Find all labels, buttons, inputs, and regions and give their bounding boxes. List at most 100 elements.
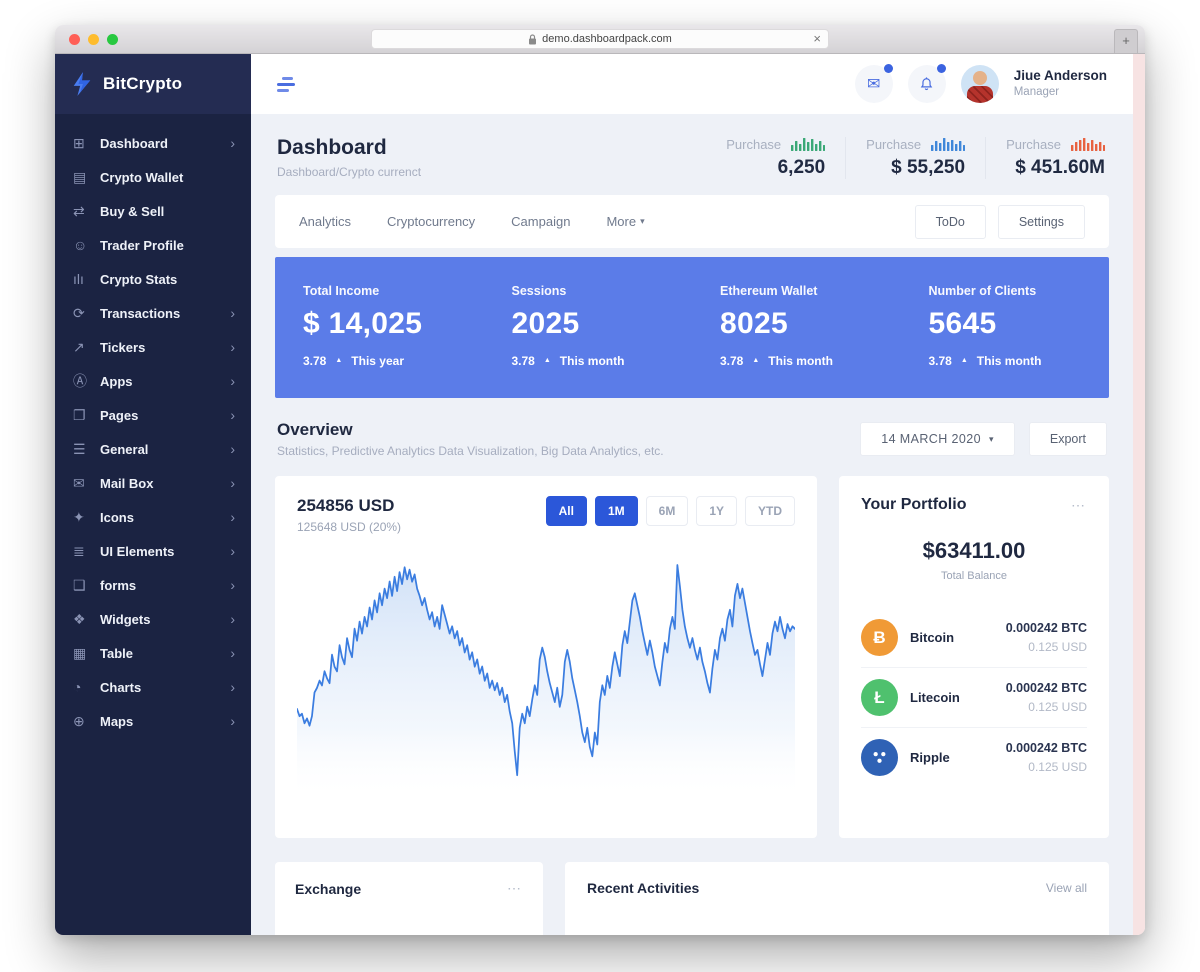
globe-icon: ⊕ — [73, 712, 85, 729]
brand-name: BitCrypto — [103, 74, 183, 93]
price-area-chart — [296, 552, 796, 805]
portfolio-card: Your Portfolio ⋯ $63411.00 Total Balance… — [839, 476, 1109, 838]
total-balance-value: $63411.00 — [922, 538, 1026, 563]
total-balance-label: Total Balance — [940, 570, 1008, 582]
chevron-right-icon: › — [230, 441, 235, 457]
cards-row: 254856 USD 125648 USD (20%) All 1M 6M 1Y… — [275, 476, 1109, 838]
user-meta[interactable]: Jiue Anderson Manager — [1014, 68, 1107, 99]
sidebar-item-mail-box[interactable]: ✉ Mail Box › — [73, 474, 235, 492]
apps-icon: Ⓐ — [73, 373, 87, 389]
url-text: demo.dashboardpack.com — [542, 33, 672, 45]
chevron-right-icon: › — [230, 679, 235, 695]
tabs-bar: Analytics Cryptocurrency Campaign More ▾… — [275, 195, 1109, 248]
new-tab-button[interactable]: + — [1114, 29, 1138, 53]
chevron-right-icon: › — [230, 509, 235, 525]
range-ytd-button[interactable]: YTD — [745, 496, 795, 526]
sidebar-item-crypto-stats[interactable]: ılı Crypto Stats — [73, 271, 178, 287]
chevron-down-icon: ▾ — [988, 433, 994, 444]
stats-icon: ılı — [73, 271, 84, 287]
tab-campaign[interactable]: Campaign — [511, 214, 571, 229]
browser-chrome: demo.dashboardpack.com × + — [55, 25, 1145, 54]
more-options-icon[interactable]: ⋯ — [1071, 496, 1087, 513]
sidebar-item-general[interactable]: ☰ General › — [73, 440, 235, 458]
mini-bar-chart-icon — [791, 138, 826, 151]
kpi-total-income: Total Income $ 14,025 3.78 ▲ This year — [303, 284, 423, 368]
export-button[interactable]: Export — [1028, 422, 1107, 456]
more-options-icon[interactable]: ⋯ — [507, 880, 523, 896]
sidebar-item-apps[interactable]: Ⓐ Apps › — [73, 373, 235, 389]
sidebar-nav: ⊞ Dashboard › ▤ Crypto Wallet ⇄ Buy & Se… — [55, 114, 251, 738]
app-viewport: BitCrypto ⊞ Dashboard › ▤ Crypto Wallet … — [55, 54, 1145, 935]
close-window-button[interactable] — [69, 33, 80, 45]
chevron-right-icon: › — [230, 339, 235, 355]
up-arrow-icon: ▲ — [960, 356, 968, 364]
close-icon[interactable]: × — [813, 31, 821, 46]
overview-subtitle: Statistics, Predictive Analytics Data Vi… — [277, 444, 664, 458]
coin-row-ripple[interactable]: Ripple 0.000242 BTC 0.125 USD — [861, 727, 1087, 787]
range-1m-button[interactable]: 1M — [594, 496, 638, 526]
settings-button[interactable]: Settings — [997, 204, 1085, 239]
kpi-banner: Total Income $ 14,025 3.78 ▲ This year S… — [275, 257, 1109, 398]
tab-cryptocurrency[interactable]: Cryptocurrency — [387, 214, 476, 229]
ripple-icon — [861, 739, 898, 776]
sidebar-item-pages[interactable]: ❐ Pages › — [73, 406, 235, 424]
portfolio-title: Your Portfolio — [861, 496, 967, 513]
chevron-right-icon: › — [230, 577, 235, 593]
sidebar-item-widgets[interactable]: ❖ Widgets › — [73, 610, 235, 628]
todo-button[interactable]: ToDo — [914, 204, 986, 239]
pages-icon: ❐ — [73, 406, 86, 423]
kpi-number-of-clients: Number of Clients 5645 3.78 ▲ This month — [928, 284, 1042, 368]
traffic-lights — [55, 33, 118, 45]
sidebar-item-buy-sell[interactable]: ⇄ Buy & Sell — [73, 202, 165, 219]
sidebar-item-trader-profile[interactable]: ☺ Trader Profile — [73, 237, 184, 253]
page-head: Dashboard Dashboard/Crypto currenct Purc… — [277, 136, 1107, 179]
sidebar-item-icons[interactable]: ✦ Icons › — [73, 508, 235, 526]
avatar[interactable] — [960, 65, 999, 103]
address-bar[interactable]: demo.dashboardpack.com × — [371, 29, 829, 49]
range-6m-button[interactable]: 6M — [645, 496, 689, 526]
person-icon: ☺ — [73, 237, 88, 253]
tab-analytics[interactable]: Analytics — [299, 214, 352, 229]
sidebar-item-dashboard[interactable]: ⊞ Dashboard › — [73, 134, 235, 152]
range-selector: All 1M 6M 1Y YTD — [545, 496, 795, 526]
up-arrow-icon: ▲ — [752, 356, 760, 364]
coin-row-bitcoin[interactable]: Ƀ Bitcoin 0.000242 BTC 0.125 USD — [861, 608, 1087, 667]
overview-title: Overview — [277, 420, 353, 439]
messages-button[interactable]: ✉ — [854, 64, 893, 103]
hamburger-menu-icon[interactable] — [277, 76, 295, 92]
sidebar-item-tickers[interactable]: ↗ Tickers › — [73, 338, 235, 356]
purchase-stat: Purchase $ 451.60M — [985, 136, 1107, 179]
chevron-right-icon: › — [230, 305, 235, 321]
exchange-card: Exchange ⋯ — [275, 862, 543, 935]
trend-icon: ↗ — [73, 338, 85, 355]
sidebar-item-ui-elements[interactable]: ≣ UI Elements › — [73, 542, 235, 560]
brand[interactable]: BitCrypto — [55, 54, 251, 114]
sidebar-item-crypto-wallet[interactable]: ▤ Crypto Wallet — [73, 168, 184, 185]
coin-row-litecoin[interactable]: Ł Litecoin 0.000242 BTC 0.125 USD — [861, 667, 1087, 727]
purchase-stat: Purchase $ 55,250 — [845, 136, 985, 179]
range-1y-button[interactable]: 1Y — [696, 496, 737, 526]
minimize-window-button[interactable] — [88, 33, 99, 45]
notification-dot — [883, 64, 893, 73]
range-all-button[interactable]: All — [545, 496, 587, 526]
date-dropdown[interactable]: 14 MARCH 2020 ▾ — [860, 422, 1015, 456]
bell-icon — [920, 76, 933, 90]
kpi-sessions: Sessions 2025 3.78 ▲ This month — [511, 284, 625, 368]
bottom-row: Exchange ⋯ Recent Activities View all — [275, 862, 1109, 935]
overview-header: Overview Statistics, Predictive Analytic… — [277, 420, 1107, 458]
sidebar: BitCrypto ⊞ Dashboard › ▤ Crypto Wallet … — [55, 54, 251, 935]
sidebar-item-charts[interactable]: ◔ Charts › — [73, 679, 235, 695]
sidebar-item-transactions[interactable]: ⟳ Transactions › — [73, 304, 235, 322]
user-role: Manager — [1013, 86, 1060, 99]
sidebar-item-table[interactable]: ▦ Table › — [73, 644, 235, 662]
grid-icon: ⊞ — [73, 134, 85, 151]
recent-activities-title: Recent Activities — [587, 880, 700, 896]
sidebar-item-forms[interactable]: ❑ forms › — [73, 576, 235, 594]
view-all-link[interactable]: View all — [1045, 881, 1087, 895]
zoom-window-button[interactable] — [107, 33, 118, 45]
chevron-right-icon: › — [230, 645, 235, 661]
notifications-button[interactable] — [907, 64, 946, 103]
tab-more[interactable]: More ▾ — [606, 214, 645, 229]
sidebar-item-maps[interactable]: ⊕ Maps › — [73, 712, 235, 730]
widget-icon: ❖ — [73, 610, 86, 627]
